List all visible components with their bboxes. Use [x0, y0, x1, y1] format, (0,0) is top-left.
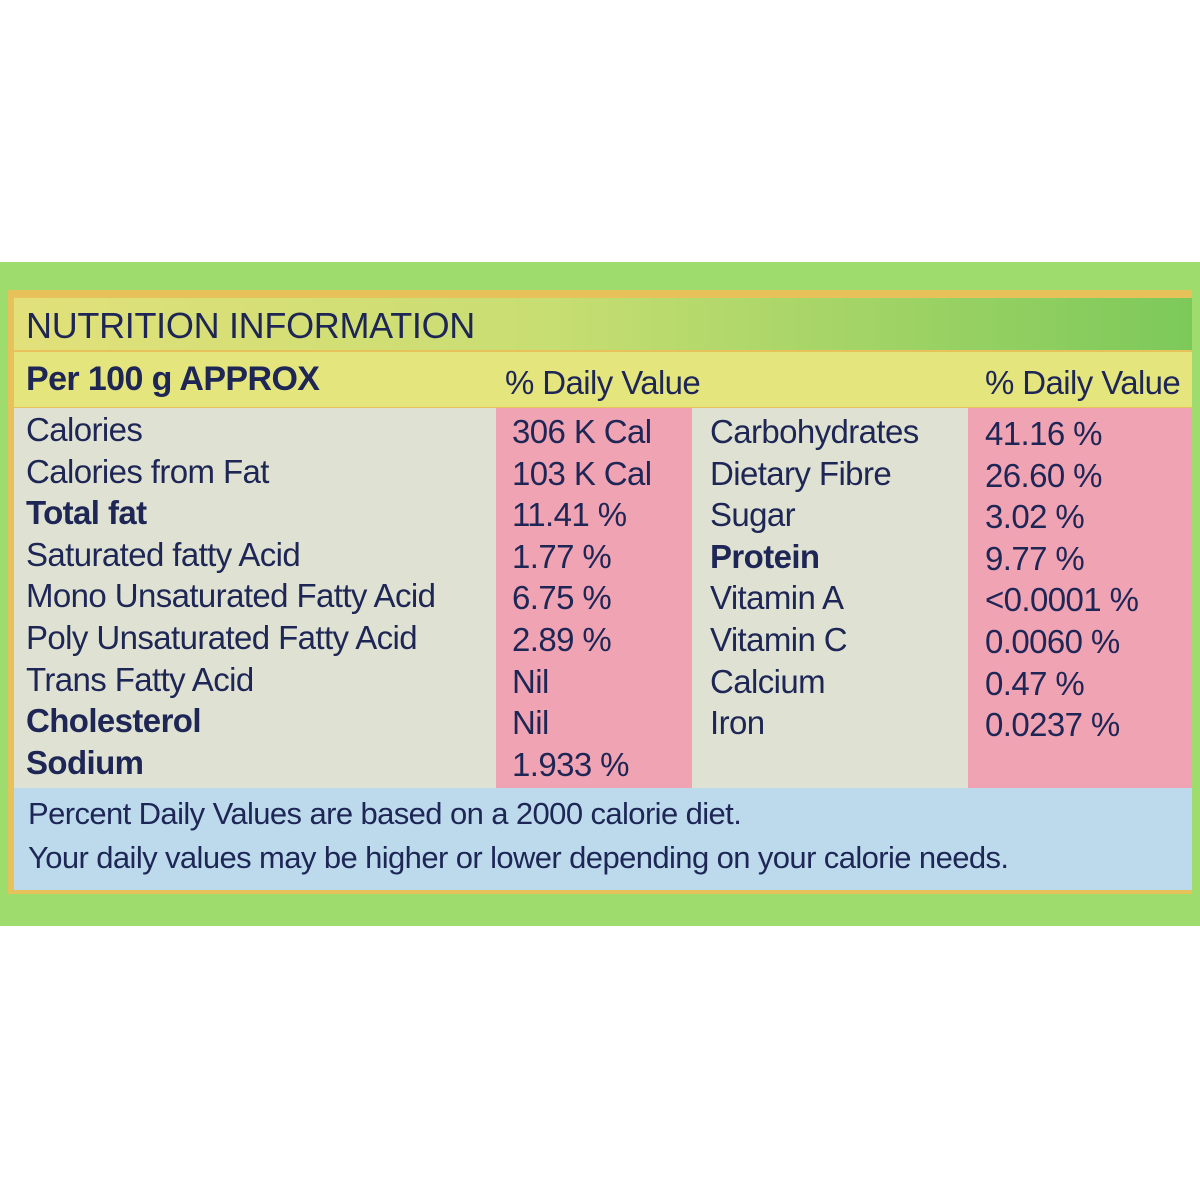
nutrient-value: 1.933 % [512, 745, 630, 783]
nutrient-label: Saturated fatty Acid [26, 535, 301, 573]
nutrient-value: 306 K Cal [512, 413, 652, 450]
nutrient-label: Vitamin A [710, 579, 844, 617]
nutrient-label: Calories from Fat [26, 452, 269, 490]
nutrient-label: Trans Fatty Acid [26, 660, 254, 698]
header-bar [14, 352, 1192, 407]
nutrient-value: 41.16 % [985, 415, 1103, 452]
nutrient-label: Calories [26, 411, 143, 448]
nutrient-value: 2.89 % [512, 621, 612, 658]
nutrient-label: Protein [710, 537, 820, 575]
nutrient-value: 9.77 % [985, 539, 1085, 577]
nutrient-label: Carbohydrates [710, 413, 919, 450]
value-column [496, 408, 692, 788]
footer-line: Your daily values may be higher or lower… [28, 840, 1009, 875]
nutrient-value: 0.0060 % [985, 623, 1120, 660]
nutrient-label: Mono Unsaturated Fatty Acid [26, 577, 436, 615]
dv-header: % Daily Value [505, 364, 701, 401]
nutrient-label: Sodium [26, 743, 144, 781]
nutrient-value: Nil [512, 704, 549, 742]
nutrient-label: Calcium [710, 662, 826, 700]
nutrient-value: <0.0001 % [985, 581, 1139, 619]
nutrient-label: Total fat [26, 494, 147, 532]
footer-bar [14, 788, 1192, 890]
nutrient-label: Cholesterol [26, 702, 202, 740]
nutrient-label: Iron [710, 704, 765, 742]
nutrient-label: Poly Unsaturated Fatty Acid [26, 619, 418, 656]
nutrient-value: Nil [512, 662, 549, 700]
value-column [968, 408, 1192, 788]
nutrient-value: 1.77 % [512, 537, 612, 575]
nutrient-value: 26.60 % [985, 456, 1103, 494]
dv-header: % Daily Value [985, 364, 1181, 401]
nutrient-value: 103 K Cal [512, 454, 652, 492]
nutrient-label: Sugar [710, 496, 796, 534]
title-bar [14, 298, 1192, 350]
nutrient-value: 3.02 % [985, 498, 1085, 536]
nutrient-value: 0.0237 % [985, 706, 1120, 744]
footer-line: Percent Daily Values are based on a 2000… [28, 796, 742, 831]
nutrient-value: 6.75 % [512, 579, 612, 617]
nutrient-label: Vitamin C [710, 621, 848, 658]
nutrient-value: 11.41 % [512, 496, 627, 534]
per-serving: Per 100 g APPROX [26, 360, 320, 398]
nutrient-label: Dietary Fibre [710, 454, 892, 492]
nutrient-value: 0.47 % [985, 664, 1085, 702]
title: NUTRITION INFORMATION [26, 305, 475, 346]
